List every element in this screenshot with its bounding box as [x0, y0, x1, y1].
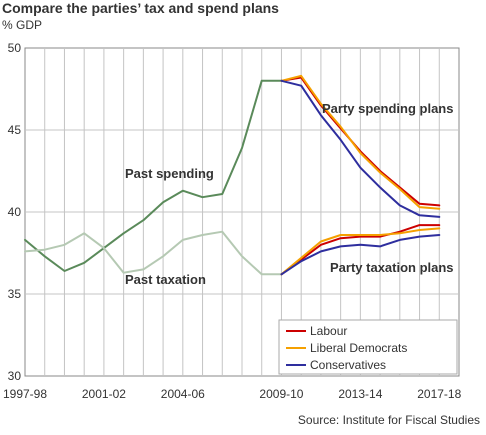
series-line-past-spending-past-spending — [24, 79, 283, 272]
series-line-past-taxation-past-taxation — [24, 230, 283, 276]
legend: Labour Liberal Democrats Conservatives — [278, 319, 458, 375]
series-line-liberal-democrats-taxation — [280, 227, 441, 276]
y-tick-label: 45 — [8, 123, 22, 137]
legend-label-liberal-democrats: Liberal Democrats — [310, 341, 407, 355]
annotation-party-taxation: Party taxation plans — [330, 260, 454, 275]
annotation-past-taxation: Past taxation — [125, 272, 206, 287]
legend-label-labour: Labour — [310, 324, 347, 338]
x-tick-label: 2013-14 — [338, 387, 382, 401]
legend-label-conservatives: Conservatives — [310, 358, 386, 372]
legend-box — [278, 319, 458, 375]
annotation-past-spending: Past spending — [125, 166, 214, 181]
x-tick-label: 2009-10 — [259, 387, 303, 401]
series-line-conservatives-taxation — [280, 234, 441, 276]
x-tick-label: 2001-02 — [82, 387, 126, 401]
series-line-conservatives-spending — [280, 79, 441, 218]
series-line-liberal-democrats-spending — [280, 74, 441, 210]
y-tick-label: 30 — [8, 369, 22, 383]
series-line-labour-taxation — [280, 224, 441, 276]
source-note: Source: Institute for Fiscal Studies — [297, 413, 480, 427]
x-tick-label: 2017-18 — [417, 387, 461, 401]
y-tick-label: 50 — [8, 41, 22, 55]
chart-subtitle: % GDP — [2, 18, 43, 32]
annotation-party-spending: Party spending plans — [322, 101, 453, 116]
x-tick-label: 1997-98 — [3, 387, 47, 401]
y-tick-label: 35 — [8, 287, 22, 301]
y-tick-label: 40 — [8, 205, 22, 219]
x-tick-label: 2004-06 — [161, 387, 205, 401]
chart-title: Compare the parties’ tax and spend plans — [2, 0, 279, 16]
